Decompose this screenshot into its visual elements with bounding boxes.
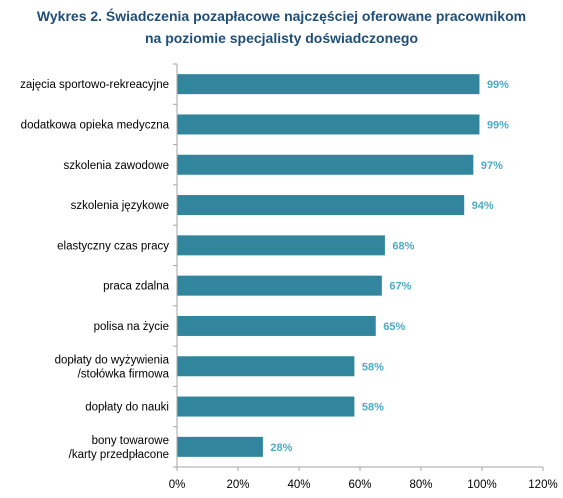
chart-title-line-2: na poziomie specjalisty doświadczonego	[144, 30, 419, 46]
category-label: bony towarowe	[92, 435, 169, 447]
category-label: dodatkowa opieka medyczna	[21, 119, 170, 131]
x-tick-label: 60%	[348, 479, 371, 491]
data-label: 68%	[392, 240, 414, 252]
bar	[177, 195, 465, 216]
category-label: dopłaty do nauki	[85, 402, 169, 414]
data-label: 94%	[472, 200, 494, 212]
category-label: elastyczny czas pracy	[57, 240, 169, 252]
bar	[177, 235, 385, 256]
data-label: 58%	[362, 361, 384, 373]
category-label: szkolenia językowe	[71, 200, 169, 212]
data-label: 97%	[481, 160, 503, 172]
x-tick-label: 80%	[409, 479, 432, 491]
data-label: 65%	[383, 321, 405, 333]
category-label: szkolenia zawodowe	[64, 160, 169, 172]
data-label: 28%	[270, 442, 292, 454]
x-tick-label: 40%	[287, 479, 310, 491]
category-label: dopłaty do wyżywienia	[55, 354, 170, 366]
chart-title-line-1: Wykres 2. Świadczenia pozapłacowe najczę…	[36, 8, 527, 24]
category-label: polisa na życie	[94, 321, 169, 333]
category-label: zajęcia sportowo-rekreacyjne	[20, 79, 169, 91]
bar	[177, 315, 376, 336]
category-label: /stołówka firmowa	[78, 368, 170, 380]
category-label: /karty przedpłacone	[69, 449, 169, 461]
bar	[177, 275, 382, 296]
x-tick-label: 120%	[528, 479, 557, 491]
bar	[177, 436, 263, 457]
data-label: 99%	[487, 79, 509, 91]
data-label: 99%	[487, 119, 509, 131]
x-tick-label: 20%	[226, 479, 249, 491]
bar	[177, 356, 355, 377]
x-tick-label: 0%	[169, 479, 186, 491]
data-label: 67%	[389, 281, 411, 293]
bar	[177, 396, 355, 417]
x-tick-label: 100%	[467, 479, 496, 491]
bar	[177, 114, 480, 135]
bar	[177, 154, 474, 175]
data-label: 58%	[362, 402, 384, 414]
category-label: praca zdalna	[103, 281, 169, 293]
bar	[177, 74, 480, 95]
